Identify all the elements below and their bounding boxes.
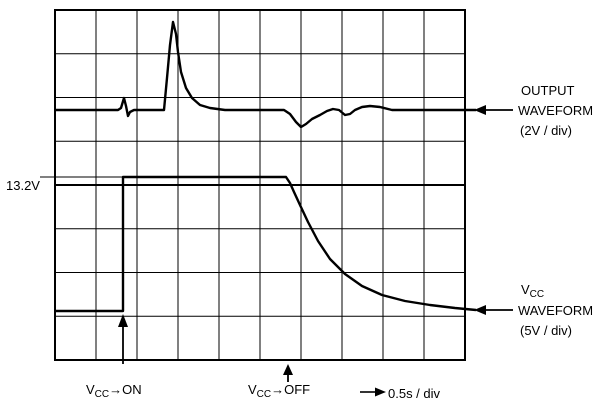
output-waveform-label-line1: OUTPUT <box>521 83 575 98</box>
time-scale-label: 0.5s / div <box>388 386 441 401</box>
output-waveform-trace <box>55 20 476 129</box>
output-pointer-arrowhead-icon <box>474 105 486 115</box>
vcc-off-arrowhead-icon <box>283 364 293 375</box>
vcc-waveform-trace <box>55 175 477 313</box>
vcc-waveform-label-line1: VCC <box>521 282 544 300</box>
time-scale-arrow <box>360 387 386 397</box>
vcc-on-marker <box>118 314 128 364</box>
vcc-off-label: VCC→OFF <box>248 382 310 400</box>
output-waveform-label-line2: WAVEFORM <box>518 103 593 118</box>
vcc-pointer-arrowhead-icon <box>474 305 486 315</box>
vcc-off-marker <box>283 364 293 382</box>
vcc-on-arrowhead-icon <box>118 314 128 327</box>
output-waveform-pointer <box>474 105 513 115</box>
level-marker-label: 13.2V <box>6 178 40 193</box>
vcc-waveform-label-line2: WAVEFORM <box>518 303 593 318</box>
graticule <box>54 9 466 361</box>
vcc-waveform-pointer <box>474 305 513 315</box>
vcc-on-label: VCC→ON <box>86 382 142 400</box>
vcc-waveform-label-line3: (5V / div) <box>520 323 572 338</box>
graticule-grid-lines <box>55 10 465 360</box>
time-scale-arrowhead-icon <box>375 387 386 397</box>
output-waveform-label-line3: (2V / div) <box>520 123 572 138</box>
